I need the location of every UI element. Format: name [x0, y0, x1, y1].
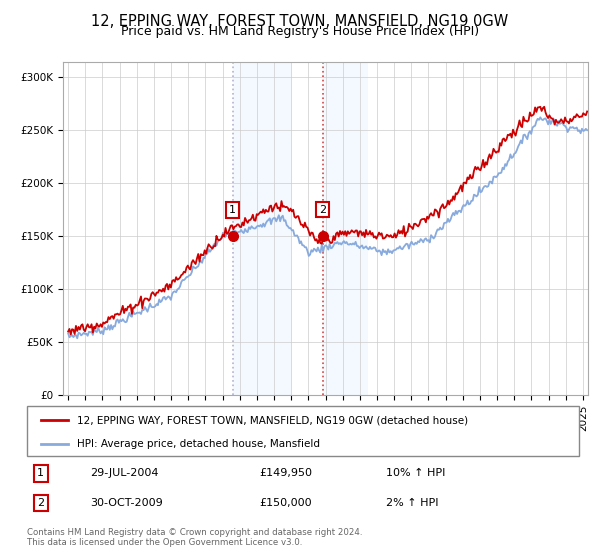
Text: 12, EPPING WAY, FOREST TOWN, MANSFIELD, NG19 0GW (detached house): 12, EPPING WAY, FOREST TOWN, MANSFIELD, … [77, 415, 468, 425]
Text: Contains HM Land Registry data © Crown copyright and database right 2024.
This d: Contains HM Land Registry data © Crown c… [27, 528, 362, 547]
Text: 10% ↑ HPI: 10% ↑ HPI [386, 468, 445, 478]
Text: £150,000: £150,000 [259, 498, 311, 508]
Text: 2% ↑ HPI: 2% ↑ HPI [386, 498, 438, 508]
Text: 12, EPPING WAY, FOREST TOWN, MANSFIELD, NG19 0GW: 12, EPPING WAY, FOREST TOWN, MANSFIELD, … [91, 14, 509, 29]
Text: £149,950: £149,950 [259, 468, 312, 478]
Text: HPI: Average price, detached house, Mansfield: HPI: Average price, detached house, Mans… [77, 439, 320, 449]
Text: 2: 2 [319, 205, 326, 214]
Text: 30-OCT-2009: 30-OCT-2009 [91, 498, 163, 508]
Text: 1: 1 [229, 205, 236, 214]
Bar [233, 62, 291, 395]
Text: 2: 2 [37, 498, 44, 508]
Text: 29-JUL-2004: 29-JUL-2004 [91, 468, 159, 478]
Text: 1: 1 [37, 468, 44, 478]
Bar [323, 62, 368, 395]
Text: Price paid vs. HM Land Registry's House Price Index (HPI): Price paid vs. HM Land Registry's House … [121, 25, 479, 38]
